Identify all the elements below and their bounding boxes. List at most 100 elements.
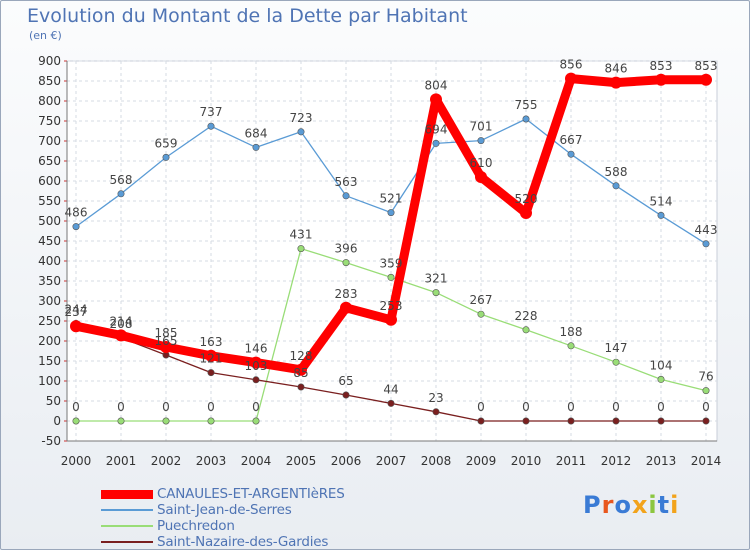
series-point-1 (567, 150, 575, 158)
data-label-1: 723 (290, 111, 313, 125)
logo-letter: o (614, 491, 632, 519)
logo-letter: i (670, 491, 680, 519)
data-label-3: 0 (567, 400, 575, 414)
x-tick-label: 2014 (691, 454, 722, 468)
series-point-2 (252, 417, 260, 425)
data-label-0: 846 (605, 62, 628, 76)
y-tick-label: 250 (38, 314, 61, 328)
data-label-1: 701 (470, 120, 493, 134)
series-point-0 (115, 329, 127, 342)
data-label-2: 396 (335, 242, 358, 256)
series-point-1 (162, 153, 170, 161)
series-point-0 (610, 76, 622, 89)
data-label-1: 755 (515, 98, 538, 112)
y-tick-label: 0 (53, 414, 61, 428)
x-tick-label: 2005 (286, 454, 317, 468)
series-point-1 (432, 139, 440, 147)
y-tick-label: 900 (38, 54, 61, 68)
data-label-3: 0 (612, 400, 620, 414)
x-tick-label: 2010 (511, 454, 542, 468)
data-label-1: 486 (65, 206, 88, 220)
y-tick-label: 500 (38, 214, 61, 228)
legend-swatch (101, 509, 153, 511)
series-point-0 (565, 72, 577, 85)
y-tick-label: 50 (46, 394, 61, 408)
series-point-0 (160, 341, 172, 353)
series-point-0 (295, 363, 307, 376)
series-point-3 (432, 408, 440, 416)
data-label-3: 0 (522, 400, 530, 414)
series-point-0 (205, 349, 217, 362)
legend-label: Saint-Jean-de-Serres (157, 502, 292, 518)
series-point-3 (297, 383, 305, 391)
data-label-1: 568 (110, 173, 133, 187)
series-point-0 (520, 207, 532, 219)
logo-letter: P (583, 491, 602, 519)
data-label-0: 185 (155, 326, 178, 340)
chart-unit-label: (en €) (29, 29, 62, 42)
chart-title: Evolution du Montant de la Dette par Hab… (27, 5, 468, 27)
data-label-2: 267 (470, 293, 493, 307)
series-point-3 (612, 417, 620, 425)
legend-label: CANAULES-ET-ARGENTIèRES (157, 486, 345, 502)
series-point-2 (387, 273, 395, 281)
data-label-1: 514 (650, 194, 673, 208)
y-tick-label: 200 (38, 334, 61, 348)
data-label-0: 283 (335, 287, 358, 301)
series-point-1 (342, 192, 350, 200)
series-point-2 (567, 342, 575, 350)
series-point-0 (655, 73, 667, 86)
y-tick-label: 150 (38, 354, 61, 368)
series-point-1 (207, 122, 215, 130)
data-label-2: 0 (162, 400, 170, 414)
data-label-3: 0 (657, 400, 665, 414)
y-tick-label: 600 (38, 174, 61, 188)
logo-letter: x (631, 491, 649, 519)
series-point-2 (702, 387, 710, 395)
series-point-0 (700, 73, 712, 86)
y-tick-label: 550 (38, 194, 61, 208)
data-label-1: 563 (335, 175, 358, 189)
series-point-1 (252, 143, 260, 151)
data-label-2: 76 (698, 370, 713, 384)
data-label-1: 443 (695, 223, 718, 237)
series-point-2 (477, 310, 485, 318)
series-point-2 (657, 375, 665, 383)
x-tick-label: 2002 (151, 454, 182, 468)
data-label-0: 163 (200, 335, 223, 349)
y-tick-label: -50 (41, 434, 61, 448)
series-point-2 (342, 259, 350, 267)
series-point-0 (430, 93, 442, 106)
y-tick-label: 100 (38, 374, 61, 388)
x-tick-label: 2009 (466, 454, 497, 468)
x-tick-label: 2000 (61, 454, 92, 468)
y-tick-label: 850 (38, 74, 61, 88)
x-tick-label: 2011 (556, 454, 587, 468)
data-label-0: 853 (695, 59, 718, 73)
data-label-2: 147 (605, 341, 628, 355)
data-label-1: 684 (245, 126, 268, 140)
data-label-1: 659 (155, 136, 178, 150)
x-tick-label: 2012 (601, 454, 632, 468)
series-point-1 (117, 190, 125, 198)
series-point-0 (70, 320, 82, 333)
series-point-1 (477, 137, 485, 145)
series-point-2 (72, 417, 80, 425)
data-label-3: 44 (383, 382, 398, 396)
data-label-0: 520 (515, 192, 538, 206)
series-point-3 (252, 376, 260, 384)
data-label-0: 610 (470, 156, 493, 170)
y-tick-label: 300 (38, 294, 61, 308)
y-tick-label: 400 (38, 254, 61, 268)
data-label-1: 694 (425, 122, 448, 136)
series-point-3 (477, 417, 485, 425)
series-point-3 (702, 417, 710, 425)
data-label-2: 321 (425, 272, 448, 286)
data-label-0: 804 (425, 78, 448, 92)
y-tick-label: 450 (38, 234, 61, 248)
legend-swatch (101, 489, 153, 499)
data-label-3: 103 (245, 359, 268, 373)
data-label-2: 0 (207, 400, 215, 414)
